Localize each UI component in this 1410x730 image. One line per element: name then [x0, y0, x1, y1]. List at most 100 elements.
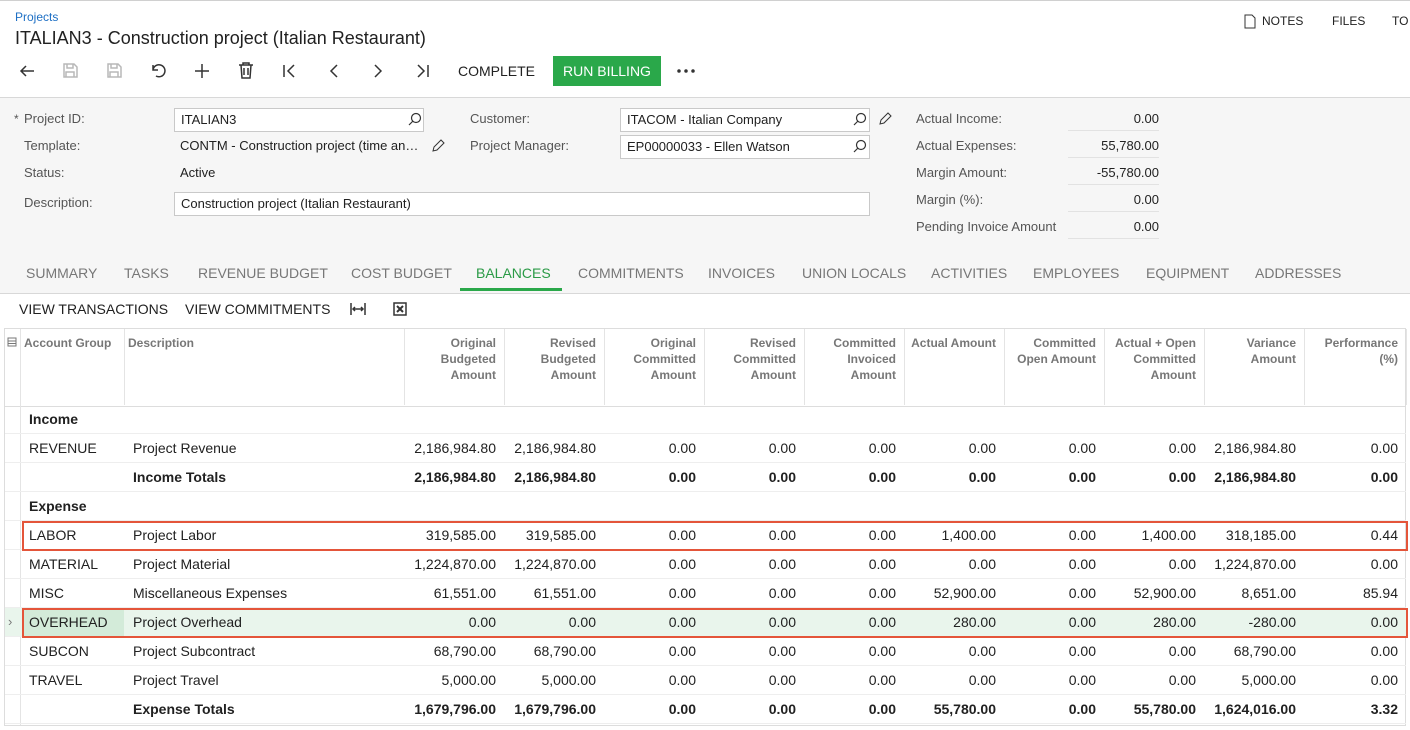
toolbar-button[interactable]: COMPLETE [458, 63, 536, 79]
undo-icon[interactable] [150, 63, 168, 79]
top-link[interactable]: FILES [1332, 14, 1366, 28]
tab[interactable]: COST BUDGET [351, 265, 452, 281]
column-settings-icon[interactable] [7, 337, 17, 347]
prev-icon[interactable] [326, 63, 342, 79]
tab[interactable]: TASKS [124, 265, 169, 281]
edit-icon[interactable] [878, 112, 892, 126]
column-divider [904, 329, 905, 405]
cell: 1,624,016.00 [1214, 701, 1296, 717]
column-divider [704, 329, 705, 405]
cell: 0.00 [868, 440, 896, 456]
delete-icon[interactable] [238, 62, 254, 79]
tab[interactable]: ACTIVITIES [931, 265, 1008, 281]
cell: Project Material [133, 556, 231, 572]
field-value: 0.00 [1068, 108, 1159, 131]
cell: Expense Totals [133, 701, 235, 717]
cell: 2,186,984.80 [1214, 469, 1296, 485]
column-divider [1004, 329, 1005, 405]
tab[interactable]: BALANCES [476, 265, 551, 281]
column-divider [124, 329, 125, 405]
primary-button[interactable]: RUN BILLING [553, 56, 661, 86]
field-value: CONTM - Construction project (time and m… [180, 138, 422, 153]
cell: 61,551.00 [433, 585, 496, 601]
edit-icon[interactable] [431, 139, 445, 153]
last-icon[interactable] [414, 63, 430, 79]
grid-button[interactable]: VIEW TRANSACTIONS [19, 301, 169, 317]
tab[interactable]: UNION LOCALS [802, 265, 907, 281]
top-link[interactable]: NOTES [1262, 14, 1304, 28]
cell: 0.00 [668, 469, 696, 485]
cell: 85.94 [1362, 585, 1398, 601]
cell: 0.00 [668, 614, 696, 630]
more-icon[interactable] [676, 67, 696, 75]
column-divider [1304, 329, 1305, 405]
cell: OVERHEAD [29, 614, 108, 630]
grid-button[interactable]: VIEW COMMITMENTS [185, 301, 331, 317]
cell: 0.00 [668, 440, 696, 456]
tab[interactable]: SUMMARY [26, 265, 98, 281]
tab[interactable]: INVOICES [708, 265, 775, 281]
tab[interactable]: ADDRESSES [1255, 265, 1342, 281]
cell: 0.00 [668, 527, 696, 543]
cell: 5,000.00 [541, 672, 597, 688]
row-highlight [22, 521, 1408, 551]
cell: 61,551.00 [533, 585, 596, 601]
cell: 0.00 [768, 527, 796, 543]
table-header [4, 328, 1406, 407]
cell: 0.00 [768, 585, 796, 601]
account-cell-selected [22, 609, 124, 636]
top-link[interactable]: TO [1392, 14, 1409, 28]
column-header: Actual + Open Committed Amount [1114, 336, 1196, 382]
cell: 0.00 [968, 672, 996, 688]
cell: 55,780.00 [1133, 701, 1196, 717]
back-icon[interactable] [18, 63, 36, 79]
tab[interactable]: EQUIPMENT [1146, 265, 1230, 281]
input[interactable]: ITALIAN3 [174, 108, 424, 132]
cell: MISC [29, 585, 64, 601]
cell: 0.00 [868, 643, 896, 659]
cell: 0.00 [1370, 614, 1398, 630]
breadcrumb[interactable]: Projects [15, 10, 59, 24]
cell: Project Labor [133, 527, 217, 543]
cell: Miscellaneous Expenses [133, 585, 288, 601]
fit-columns-icon[interactable] [350, 302, 366, 316]
column-divider [1204, 329, 1205, 405]
cell: 0.00 [768, 469, 796, 485]
field-label: Description: [24, 195, 93, 210]
group-header: Expense [29, 498, 87, 514]
cell: 0.00 [868, 672, 896, 688]
field-label: Project ID: [24, 111, 85, 126]
column-header: Variance Amount [1246, 336, 1296, 366]
export-excel-icon[interactable] [393, 302, 407, 316]
cell: 0.00 [668, 585, 696, 601]
table-row [5, 695, 1406, 724]
input[interactable]: ITACOM - Italian Company [620, 108, 870, 132]
cell: 318,185.00 [1225, 527, 1296, 543]
first-icon[interactable] [282, 63, 298, 79]
tab[interactable]: REVENUE BUDGET [198, 265, 328, 281]
cell: 0.00 [1068, 556, 1096, 572]
cell: 1,679,796.00 [414, 701, 496, 717]
column-header: Original Budgeted Amount [440, 336, 496, 382]
cell: 1,224,870.00 [1214, 556, 1296, 572]
tab[interactable]: COMMITMENTS [578, 265, 684, 281]
cell: 0.00 [768, 643, 796, 659]
cell: 1,400.00 [941, 527, 997, 543]
notes-icon[interactable] [1244, 14, 1256, 29]
tab[interactable]: EMPLOYEES [1033, 265, 1120, 281]
search-icon[interactable] [853, 112, 867, 126]
cell: 52,900.00 [933, 585, 996, 601]
add-icon[interactable] [194, 63, 210, 79]
cell: 0.00 [868, 701, 896, 717]
table-frame [4, 328, 1406, 726]
cell: 55,780.00 [933, 701, 996, 717]
next-icon[interactable] [370, 63, 386, 79]
cell: 3.32 [1370, 701, 1398, 717]
input[interactable]: Construction project (Italian Restaurant… [174, 192, 870, 216]
search-icon[interactable] [853, 139, 867, 153]
cell: 0.00 [868, 556, 896, 572]
input[interactable]: EP00000033 - Ellen Watson [620, 135, 870, 159]
cell: 8,651.00 [1241, 585, 1297, 601]
field-value: Active [180, 165, 216, 180]
search-icon[interactable] [408, 112, 422, 126]
